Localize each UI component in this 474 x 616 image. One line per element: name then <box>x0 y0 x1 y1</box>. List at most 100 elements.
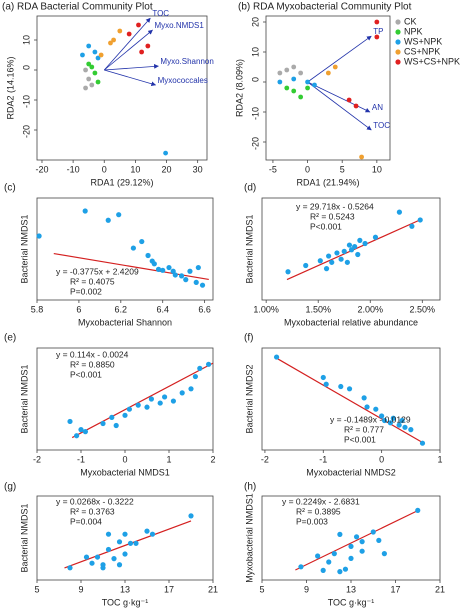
point <box>315 553 321 559</box>
point <box>341 248 347 254</box>
point <box>100 420 106 427</box>
annotation: P<0.001 <box>70 369 102 379</box>
fit-line <box>276 357 423 444</box>
point <box>67 418 73 425</box>
point <box>284 67 290 73</box>
point <box>136 22 141 28</box>
point <box>82 208 88 214</box>
x-tick-label: -2 <box>261 454 269 464</box>
y-tick-label: 10 <box>21 35 31 45</box>
point <box>157 400 163 406</box>
point <box>183 277 189 283</box>
x-tick-label: -1 <box>77 454 85 464</box>
point <box>338 383 344 390</box>
x-tick-label: -5 <box>269 164 277 174</box>
point <box>133 540 139 546</box>
point <box>353 534 360 540</box>
point <box>291 88 297 94</box>
annotation: y = -0.1489x - 0.0129 <box>330 414 411 424</box>
point <box>89 64 95 70</box>
point <box>402 424 408 430</box>
panel-label: (d) <box>244 183 256 194</box>
legend-label: NPK <box>404 26 423 36</box>
point <box>323 381 329 387</box>
legend-swatch <box>395 19 401 25</box>
point <box>195 264 201 271</box>
point <box>148 396 154 402</box>
plot-frame <box>261 197 441 301</box>
x-tick-label: 1.50% <box>305 304 331 314</box>
fit-line <box>71 362 214 439</box>
point <box>376 537 382 544</box>
point <box>374 34 380 40</box>
y-axis-label: RDA2 (14.16%) <box>5 56 15 119</box>
arrow-label: TOC <box>152 9 169 18</box>
point <box>379 413 385 419</box>
point <box>74 433 80 439</box>
point <box>113 422 119 429</box>
point <box>105 531 112 537</box>
y-axis-label: RDA2 (8.09%) <box>234 59 244 117</box>
point <box>178 273 185 279</box>
point <box>361 395 367 401</box>
point <box>298 94 304 100</box>
annotation: y = -0.3775x + 2.4209 <box>56 266 139 276</box>
x-tick-label: 6.2 <box>115 304 128 314</box>
point <box>399 417 405 424</box>
point <box>317 258 323 264</box>
point <box>381 417 388 424</box>
annotation: P=0.002 <box>70 286 102 296</box>
panel-label: (h) <box>244 482 256 493</box>
point <box>83 67 88 73</box>
point <box>312 82 317 88</box>
point <box>108 40 113 46</box>
point <box>172 272 178 278</box>
point <box>122 551 128 557</box>
x-tick-label: 1 <box>437 454 442 464</box>
point <box>372 234 379 240</box>
annotation: y = 0.2249x - 2.6831 <box>282 496 360 506</box>
annotation: y = 0.0268x - 0.3222 <box>56 496 134 506</box>
x-tick-label: 13 <box>120 584 130 594</box>
point <box>409 223 415 229</box>
x-tick-label: -20 <box>35 164 48 174</box>
biplot-arrow <box>103 17 151 71</box>
point <box>419 440 426 446</box>
point <box>135 402 141 408</box>
point <box>346 242 353 248</box>
point <box>100 565 106 571</box>
point <box>130 245 136 251</box>
point <box>277 70 283 76</box>
x-tick-label: 17 <box>164 584 174 594</box>
point <box>139 238 145 245</box>
point <box>346 97 352 103</box>
point <box>417 217 423 223</box>
point <box>364 404 370 410</box>
biplot-arrow <box>104 64 159 71</box>
point <box>86 61 92 67</box>
x-tick-label: 10 <box>372 164 382 174</box>
point <box>187 268 193 274</box>
y-axis-label: Bacterial NMDS1 <box>19 503 29 572</box>
legend-label: CS+NPK <box>404 46 440 56</box>
point <box>305 85 310 91</box>
point <box>95 79 101 85</box>
point <box>329 259 335 265</box>
y-axis-label: Myxobacterial NMDS1 <box>244 493 254 583</box>
point <box>145 252 151 259</box>
point <box>342 566 349 572</box>
point <box>105 546 112 553</box>
biplot-arrow <box>103 29 153 71</box>
point <box>179 390 185 396</box>
point <box>298 70 304 76</box>
arrow-label: TOC <box>373 121 390 130</box>
point <box>326 253 332 259</box>
legend-label: CK <box>404 16 417 26</box>
biplot-arrow <box>307 81 371 113</box>
y-tick-label: -10 <box>21 95 31 108</box>
point <box>83 85 88 91</box>
point <box>348 543 354 550</box>
point <box>359 548 365 554</box>
point <box>126 406 132 412</box>
point <box>390 415 396 421</box>
